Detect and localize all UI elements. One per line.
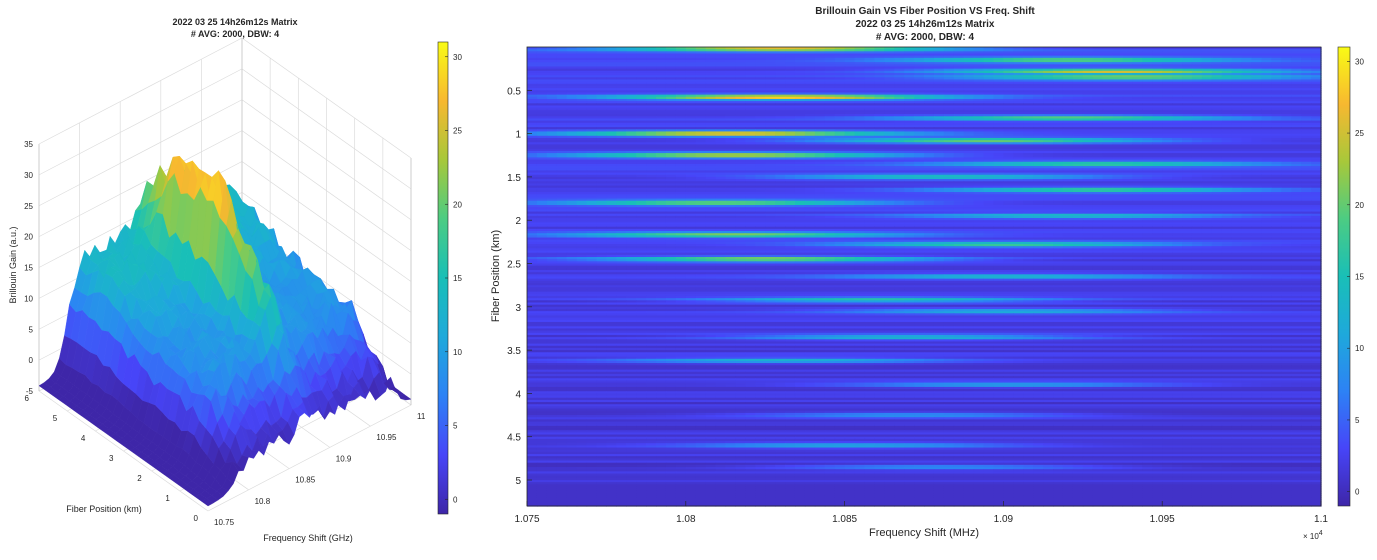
colorbar-tick-label: 20 <box>453 200 462 209</box>
surface-y-tick-label: 3 <box>109 454 114 463</box>
heatmap-title-line3: # AVG: 2000, DBW: 4 <box>876 32 975 43</box>
surface-z-tick-label: 0 <box>29 356 34 365</box>
surface-z-tick-label: 10 <box>24 294 33 303</box>
surface-x-tick-label: 10.85 <box>295 476 316 485</box>
surface-colorbar: 0 5 10 15 20 25 30 <box>438 42 462 514</box>
colorbar-tick-label: 0 <box>453 495 458 504</box>
surface-z-tick-label: 15 <box>24 264 33 273</box>
surface-x-tick-label: 10.95 <box>376 433 397 442</box>
surface-plot: 10.7510.810.8510.910.95110123456-5051015… <box>0 0 470 555</box>
heatmap-panel: Brillouin Gain VS Fiber Position VS Freq… <box>470 0 1377 555</box>
surface-title-line2: # AVG: 2000, DBW: 4 <box>191 29 279 39</box>
heatmap-plot: Brillouin Gain VS Fiber Position VS Freq… <box>470 0 1377 555</box>
colorbar-tick-label: 10 <box>453 348 462 357</box>
surface-y-tick-label: 5 <box>53 414 58 423</box>
surface-y-tick-label: 1 <box>165 494 170 503</box>
surface-z-gridline <box>39 38 411 158</box>
heatmap-title-line1: Brillouin Gain VS Fiber Position VS Freq… <box>815 6 1035 17</box>
surface-z-tick-label: -5 <box>26 387 34 396</box>
surface-z-tick-label: 25 <box>24 202 33 211</box>
surface-x-axis-label: Frequency Shift (GHz) <box>263 533 353 543</box>
surface-y-axis-label: Fiber Position (km) <box>66 504 142 514</box>
heatmap-cells <box>527 47 1322 507</box>
surface-z-tick-label: 5 <box>29 325 34 334</box>
surface-z-gridline <box>39 69 411 189</box>
colorbar-tick-label: 30 <box>453 53 462 62</box>
colorbar-tick-label: 5 <box>453 422 458 431</box>
colorbar-tick-label: 15 <box>453 274 462 283</box>
surface-y-tick-label: 0 <box>194 514 199 523</box>
surface-z-axis-label: Brillouin Gain (a.u.) <box>8 226 18 303</box>
surface-y-tick-label: 2 <box>137 474 142 483</box>
surface-x-tick-label: 10.8 <box>255 497 271 506</box>
surface-x-tick-label: 11 <box>417 412 426 421</box>
heatmap-title-line2: 2022 03 25 14h26m12s Matrix <box>856 19 995 30</box>
colorbar-tick-label: 25 <box>453 127 462 136</box>
surface-x-tick-label: 10.9 <box>336 454 352 463</box>
surface-title-line1: 2022 03 25 14h26m12s Matrix <box>172 17 297 27</box>
surface-z-tick-label: 20 <box>24 233 33 242</box>
surface-z-tick-label: 35 <box>24 140 33 149</box>
surface-z-tick-label: 30 <box>24 171 33 180</box>
surface-y-tick-label: 4 <box>81 434 86 443</box>
surface-x-tick-label: 10.75 <box>214 518 235 527</box>
